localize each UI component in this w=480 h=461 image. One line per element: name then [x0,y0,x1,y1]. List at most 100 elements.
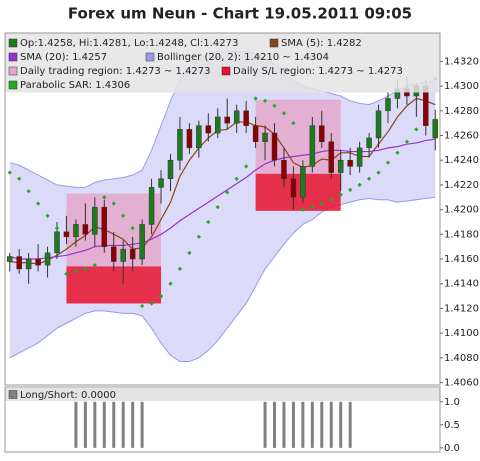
legend-label: SMA (5): 1.4282 [281,38,362,49]
legend-swatch [8,80,18,90]
sar-dot [319,201,324,206]
candle-body [243,110,249,126]
candle-body [262,132,268,142]
sar-dot [196,234,201,239]
legend-label: Parabolic SAR: 1.4306 [20,80,130,91]
sar-dot [348,187,353,192]
candle-body [215,116,221,134]
candle-body [319,125,325,142]
candle-body [63,231,70,238]
sar-dot [121,213,126,218]
candle-body [300,166,306,198]
y-tick-label: 1.4300 [444,81,479,92]
legend-swatch [145,52,155,62]
sar-dot [187,250,192,255]
candle-body [82,224,89,235]
bar [310,401,314,448]
sar-dot [338,192,343,197]
legend-label: Bollinger (20, 2): 1.4210 ~ 1.4304 [157,52,329,63]
region [66,266,162,304]
legend-label: SMA (20): 1.4257 [20,52,107,63]
candle-body [44,252,51,266]
candle-body [205,125,212,134]
sar-dot [366,176,372,181]
legend-label: Daily trading region: 1.4273 ~ 1.4273 [20,66,211,77]
candle-body [385,98,391,112]
overlays: 1.4060 1.4080 1.4100 1.4120 1.4140 1.4160 1.41… [5,33,479,454]
sar-dot [234,176,239,181]
candle-body [186,129,193,149]
legend-box [5,33,440,93]
candle-body [328,141,334,173]
sar-dot [395,150,400,155]
candle-body [35,258,41,266]
candle-body [281,159,287,179]
sar-dot [376,170,381,175]
bar [102,401,106,448]
candle-body [356,147,363,167]
candle-body [366,137,372,149]
main-plot [6,51,439,363]
sar-dot [54,226,60,231]
legend-swatch [8,390,18,399]
y-tick-label: 0.5 [444,420,460,431]
sar-dot [45,213,50,218]
bar [282,401,286,448]
y-tick-label: 0.0 [444,443,460,454]
bollinger-lower [9,196,436,363]
legend-label: Long/Short: 0.0000 [20,390,116,401]
y-tick-label: 1.4120 [444,303,479,314]
candle-body [73,224,79,238]
candle-body [337,159,344,173]
candle-body [196,125,202,149]
sar-dot [177,266,183,272]
bar [263,401,267,448]
candle-body [148,187,155,225]
y-tick-label: 1.4080 [444,353,479,364]
sar-dot [149,301,154,306]
bar [83,401,87,448]
bar [291,401,295,448]
y-tick-label: 1.4240 [444,155,479,166]
bar [121,401,125,448]
candle-body [120,248,126,262]
sar-dot [300,207,306,212]
candle-body [101,206,108,247]
bar [320,401,324,448]
sar-dot [17,176,22,181]
sar-dot [111,201,116,206]
candle-body [139,224,145,260]
y-tick-label: 1.4160 [444,254,479,265]
y-tick-label: 1.0 [444,397,460,408]
bar [74,401,78,448]
candle-body [375,110,382,139]
y-tick-label: 1.4220 [444,180,479,191]
sar-dot [26,188,31,194]
sar-dot [357,182,362,188]
y-tick-label: 1.4060 [444,378,479,389]
sar-dot [130,226,135,231]
sar-dot [329,197,334,202]
bar [93,401,97,448]
y-tick-label: 1.4200 [444,205,479,216]
candle-body [16,256,22,270]
region [255,173,341,211]
legend-swatch [8,38,18,48]
sar-dot [139,303,145,309]
sar-dot [158,293,164,299]
bar [112,401,116,448]
bar [301,401,305,448]
indicator-line [9,97,436,265]
bar [273,401,277,448]
legend-swatch [269,38,279,48]
sar-dot [206,219,211,225]
candle-body [177,129,183,161]
legend-box [5,388,440,401]
legend-label: Daily S/L region: 1.4273 ~ 1.4273 [233,66,403,77]
sar-dot [244,164,249,169]
candle-body [167,159,174,179]
candle-body [111,246,117,262]
sar-dot [404,139,410,144]
candle-body [309,125,316,167]
